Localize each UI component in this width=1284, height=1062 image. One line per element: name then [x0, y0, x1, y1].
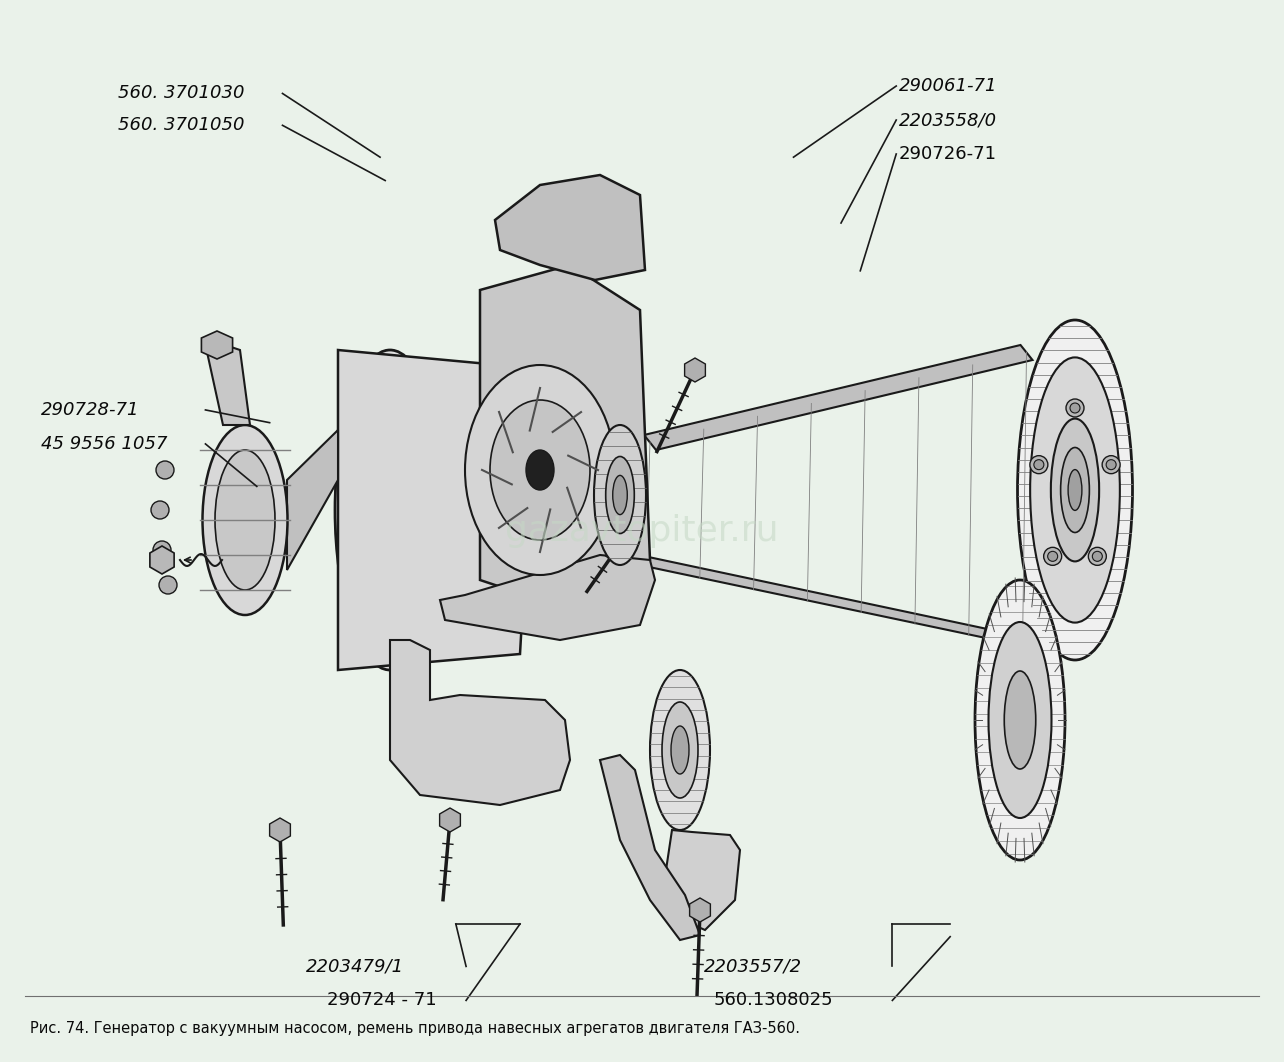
Ellipse shape — [465, 365, 615, 575]
Ellipse shape — [1030, 456, 1048, 474]
Ellipse shape — [152, 501, 169, 519]
Ellipse shape — [1106, 460, 1116, 469]
Ellipse shape — [975, 580, 1064, 860]
Ellipse shape — [1068, 469, 1082, 511]
Polygon shape — [600, 755, 700, 940]
Ellipse shape — [989, 622, 1052, 818]
Text: 2203557/2: 2203557/2 — [704, 958, 801, 975]
Text: 45 9556 1057: 45 9556 1057 — [41, 435, 168, 452]
Ellipse shape — [672, 726, 690, 774]
Text: 560. 3701030: 560. 3701030 — [118, 85, 245, 102]
Ellipse shape — [650, 670, 710, 830]
Text: 2203479/1: 2203479/1 — [306, 958, 403, 975]
Polygon shape — [150, 546, 175, 573]
Ellipse shape — [606, 457, 634, 533]
Text: 560. 3701050: 560. 3701050 — [118, 117, 245, 134]
Ellipse shape — [1061, 447, 1089, 532]
Polygon shape — [202, 331, 232, 359]
Polygon shape — [620, 518, 641, 542]
Polygon shape — [288, 430, 338, 570]
Ellipse shape — [335, 350, 446, 670]
Ellipse shape — [203, 425, 288, 615]
Ellipse shape — [1050, 418, 1099, 562]
Ellipse shape — [526, 450, 553, 490]
Ellipse shape — [153, 541, 171, 559]
Ellipse shape — [155, 461, 175, 479]
Ellipse shape — [663, 702, 698, 798]
Polygon shape — [496, 175, 645, 280]
Polygon shape — [480, 266, 650, 610]
Polygon shape — [684, 358, 705, 382]
Polygon shape — [207, 345, 250, 425]
Ellipse shape — [1093, 551, 1103, 562]
Ellipse shape — [1102, 456, 1120, 474]
Ellipse shape — [159, 576, 177, 594]
Ellipse shape — [490, 400, 591, 539]
Polygon shape — [439, 808, 461, 832]
Polygon shape — [390, 640, 570, 805]
Text: 290724 - 71: 290724 - 71 — [327, 992, 437, 1009]
Ellipse shape — [1044, 547, 1062, 565]
Text: 290728-71: 290728-71 — [41, 401, 140, 418]
Ellipse shape — [594, 425, 646, 565]
Text: Рис. 74. Генератор с вакуумным насосом, ремень привода навесных агрегатов двигат: Рис. 74. Генератор с вакуумным насосом, … — [30, 1021, 800, 1035]
Polygon shape — [690, 898, 710, 922]
Ellipse shape — [1066, 399, 1084, 417]
Text: 290726-71: 290726-71 — [899, 145, 996, 162]
Text: gazavtopiter.ru: gazavtopiter.ru — [505, 514, 779, 548]
Ellipse shape — [1048, 551, 1058, 562]
Polygon shape — [645, 345, 1032, 450]
Text: 290061-71: 290061-71 — [899, 78, 998, 95]
Ellipse shape — [1089, 547, 1107, 565]
Ellipse shape — [1030, 358, 1120, 622]
Polygon shape — [338, 350, 530, 670]
Polygon shape — [440, 555, 655, 640]
Ellipse shape — [1034, 460, 1044, 469]
Ellipse shape — [1017, 320, 1132, 660]
Ellipse shape — [1070, 402, 1080, 413]
Polygon shape — [639, 555, 1028, 647]
Text: 2203558/0: 2203558/0 — [899, 112, 996, 129]
Ellipse shape — [1004, 671, 1036, 769]
Polygon shape — [270, 818, 290, 842]
Text: 560.1308025: 560.1308025 — [714, 992, 833, 1009]
Ellipse shape — [214, 450, 275, 590]
Ellipse shape — [612, 476, 628, 515]
Polygon shape — [660, 830, 740, 930]
